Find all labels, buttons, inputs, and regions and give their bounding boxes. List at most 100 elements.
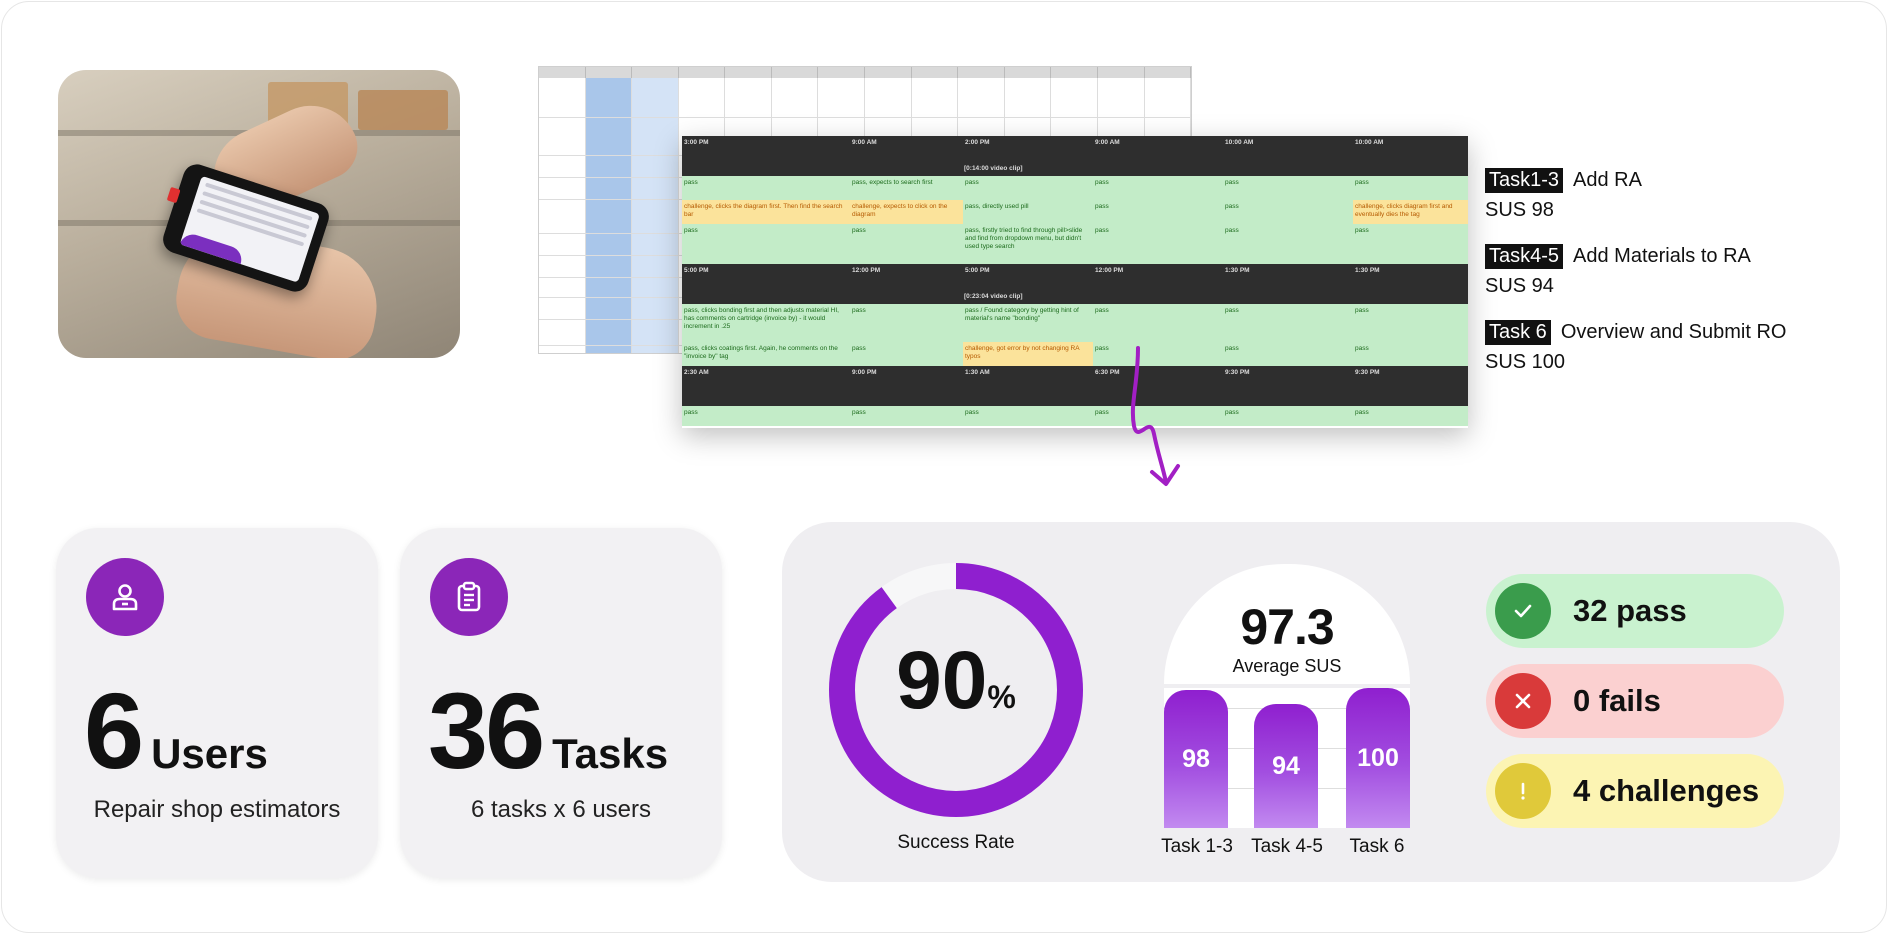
sheet-cell: 2:00 PM <box>965 139 990 146</box>
sheet-cell: 12:00 PM <box>852 267 881 274</box>
fails-count: 0 fails <box>1573 683 1661 718</box>
users-unit: Users <box>151 730 268 777</box>
task-legend: Task1-3 Add RA SUS 98 Task4-5 Add Material… <box>1485 168 1885 396</box>
task-legend-item: Task 6 Overview and Submit RO SUS 100 <box>1485 320 1885 374</box>
sheet-cell: 9:00 AM <box>852 139 877 146</box>
sheet-result-row: challenge, clicks the diagram first. The… <box>682 200 1468 224</box>
task-tag: Task4-5 <box>1485 244 1564 269</box>
sheet-cell: 10:00 AM <box>1355 139 1384 146</box>
sheet-cell: 1:30 PM <box>1225 267 1250 274</box>
sheet-cell: pass <box>1225 345 1239 352</box>
sheet-cell: pass <box>965 409 979 416</box>
sheet-cell: pass <box>852 227 866 234</box>
user-icon <box>86 558 164 636</box>
sheet-result-row: pass pass, expects to search first pass pas… <box>682 176 1468 200</box>
sheet-session-header-row: 3:00 PM 9:00 AM 2:00 PM 9:00 AM 10:00 AM 10:0… <box>682 136 1468 176</box>
sheet-result-row: pass pass pass pass pass pass <box>682 406 1468 426</box>
sheet-cell: pass <box>1095 409 1109 416</box>
sheet-cell: pass <box>684 179 698 186</box>
success-rate-unit: % <box>987 679 1016 715</box>
challenges-pill: 4 challenges <box>1486 754 1784 828</box>
task-name: Add RA <box>1573 169 1642 191</box>
fails-pill: 0 fails <box>1486 664 1784 738</box>
exclamation-icon <box>1495 763 1551 819</box>
sheet-cell: pass <box>1095 227 1109 234</box>
sheet-cell: challenge, clicks the diagram first. The… <box>682 200 850 224</box>
success-rate-label: Success Rate <box>897 832 1015 853</box>
sus-bar-value: 100 <box>1357 743 1399 772</box>
sus-bar-label: Task 1-3 <box>1161 836 1233 857</box>
sheet-cell: pass <box>684 409 698 416</box>
video-clip-label: [0:23:04 video clip] <box>964 293 1023 300</box>
sheet-cell: pass <box>1225 179 1239 186</box>
sheet-cell: pass <box>1355 307 1369 314</box>
task-tag: Task 6 <box>1485 320 1551 345</box>
sheet-cell: 2:30 AM <box>684 369 709 376</box>
sheet-session-header-row: 2:30 AM 9:00 PM 1:30 AM 6:30 PM 9:30 PM 9:30 … <box>682 366 1468 406</box>
sheet-cell: pass <box>1095 203 1109 210</box>
task-legend-item: Task1-3 Add RA SUS 98 <box>1485 168 1885 222</box>
sheet-cell: pass <box>1355 179 1369 186</box>
sheet-cell: pass <box>1225 307 1239 314</box>
sheet-cell: challenge, clicks diagram first and even… <box>1353 200 1468 224</box>
sheet-session-header-row: 5:00 PM 12:00 PM 5:00 PM 12:00 PM 1:30 PM 1:3… <box>682 264 1468 304</box>
average-sus-caption: Average SUS <box>1232 656 1342 676</box>
task-sus: SUS 100 <box>1485 351 1566 373</box>
tasks-count: 36 Tasks <box>428 670 669 791</box>
sus-bar: 100 <box>1346 688 1410 828</box>
sheet-result-row: pass, clicks bonding first and then adju… <box>682 304 1468 342</box>
sheet-cell: pass <box>1095 179 1109 186</box>
sheet-cell: 5:00 PM <box>965 267 990 274</box>
sheet-cell: pass <box>1355 227 1369 234</box>
sus-bar-label: Task 4-5 <box>1251 836 1323 857</box>
sheet-cell: pass <box>1095 345 1109 352</box>
task-legend-item: Task4-5 Add Materials to RA SUS 94 <box>1485 244 1885 298</box>
sheet-cell: pass, firstly tried to find through pill… <box>965 227 1083 250</box>
sheet-cell: pass <box>852 345 866 352</box>
task-tag: Task1-3 <box>1485 168 1564 193</box>
sheet-cell: pass, clicks coatings first. Again, he c… <box>684 345 838 360</box>
sheet-cell: pass <box>1355 345 1369 352</box>
sheet-cell: pass <box>1355 409 1369 416</box>
test-results-spreadsheet: 3:00 PM 9:00 AM 2:00 PM 9:00 AM 10:00 AM 10:0… <box>682 136 1468 428</box>
sheet-cell: 3:00 PM <box>684 139 709 146</box>
sheet-cell: pass, expects to search first <box>852 179 933 186</box>
users-card: 6 Users Repair shop estimators <box>56 528 378 878</box>
sheet-cell: pass, directly used pill <box>965 203 1029 210</box>
sheet-cell: 9:30 PM <box>1225 369 1250 376</box>
task-name: Add Materials to RA <box>1573 245 1751 267</box>
pass-count: 32 pass <box>1573 593 1687 628</box>
clipboard-icon <box>430 558 508 636</box>
video-clip-label: [0:14:00 video clip] <box>964 165 1023 172</box>
sheet-result-row: pass, clicks coatings first. Again, he c… <box>682 342 1468 366</box>
sheet-cell: 9:00 PM <box>852 369 877 376</box>
pass-pill: 32 pass <box>1486 574 1784 648</box>
sheet-cell: pass / Found category by getting hint of… <box>965 307 1079 322</box>
sheet-cell: pass <box>965 179 979 186</box>
average-sus-value: 97.3 <box>1240 599 1334 655</box>
success-rate-donut <box>829 563 1083 817</box>
sheet-cell: challenge, got error by not changing RA … <box>963 342 1093 366</box>
sheet-result-row: pass pass pass, firstly tried to find thro… <box>682 224 1468 264</box>
sus-bar-value: 94 <box>1272 751 1300 780</box>
sheet-cell: pass <box>852 307 866 314</box>
tasks-caption: 6 tasks x 6 users <box>470 796 652 823</box>
user-testing-photo <box>58 70 460 358</box>
results-panel: 90% Success Rate 97.3 Average SUS 98 94 10… <box>782 522 1840 882</box>
sheet-cell: 5:00 PM <box>684 267 709 274</box>
sheet-cell: pass, clicks bonding first and then adju… <box>684 307 839 330</box>
users-caption: Repair shop estimators <box>93 796 341 823</box>
sheet-cell: pass <box>852 409 866 416</box>
sheet-cell: pass <box>1225 409 1239 416</box>
sus-bar-label: Task 6 <box>1349 836 1405 857</box>
sheet-cell: pass <box>1225 227 1239 234</box>
sus-chart: 97.3 Average SUS 98 94 100 <box>1164 564 1410 828</box>
success-rate-arc <box>829 563 1083 817</box>
sheet-cell: 10:00 AM <box>1225 139 1254 146</box>
task-name: Overview and Submit RO <box>1560 321 1787 343</box>
sheet-cell: pass <box>684 227 698 234</box>
close-icon <box>1495 673 1551 729</box>
task-sus: SUS 98 <box>1485 199 1554 221</box>
sheet-cell: challenge, expects to click on the diagr… <box>850 200 963 224</box>
sus-bar: 94 <box>1254 704 1318 828</box>
